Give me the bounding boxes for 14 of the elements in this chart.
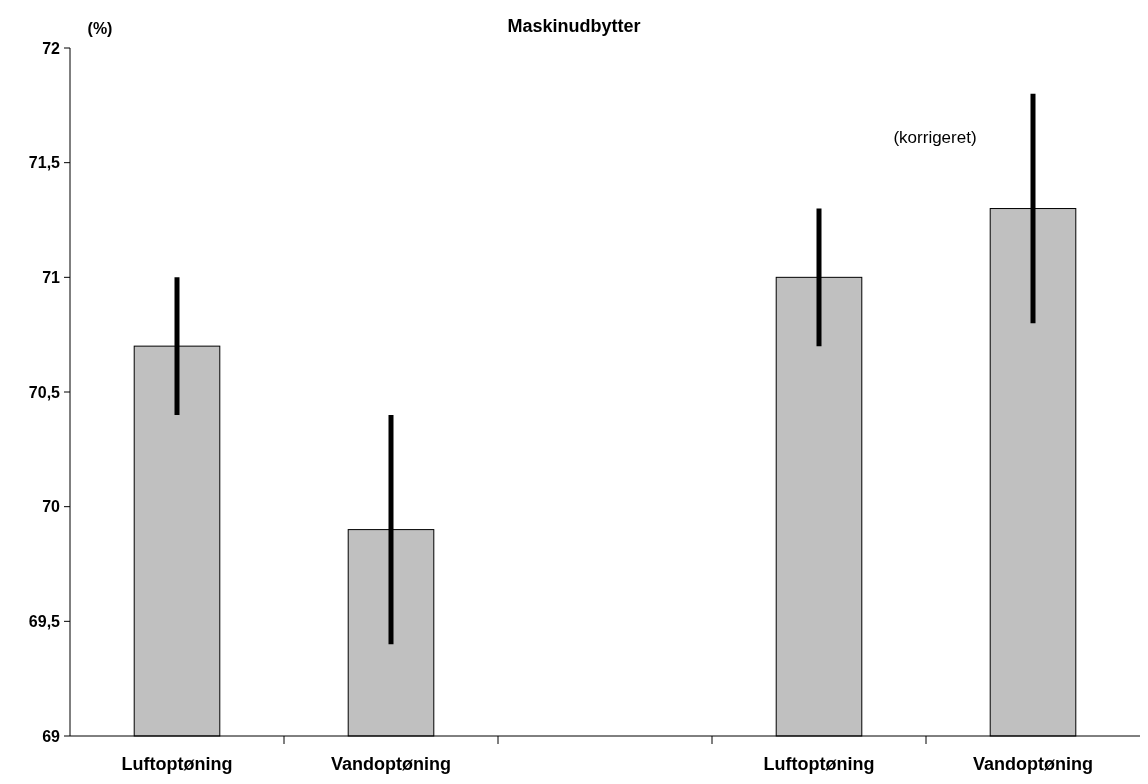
x-tick-label: Vandoptøning: [973, 754, 1093, 774]
y-tick-label: 70,5: [28, 383, 61, 401]
y-tick-label: 71: [42, 268, 61, 286]
y-tick-label: 72: [42, 39, 61, 57]
chart-title: Maskinudbytter: [507, 16, 641, 36]
y-tick-label: 71,5: [28, 154, 61, 172]
y-tick-label: 69,5: [28, 612, 61, 630]
y-axis-title: (%): [87, 20, 113, 37]
x-tick-label: Luftoptøning: [763, 754, 875, 774]
x-tick-label: Luftoptøning: [121, 754, 233, 774]
annotation: (korrigeret): [893, 128, 977, 147]
y-tick-label: 69: [42, 727, 61, 745]
x-tick-label: Vandoptøning: [331, 754, 451, 774]
y-tick-label: 70: [42, 498, 61, 516]
